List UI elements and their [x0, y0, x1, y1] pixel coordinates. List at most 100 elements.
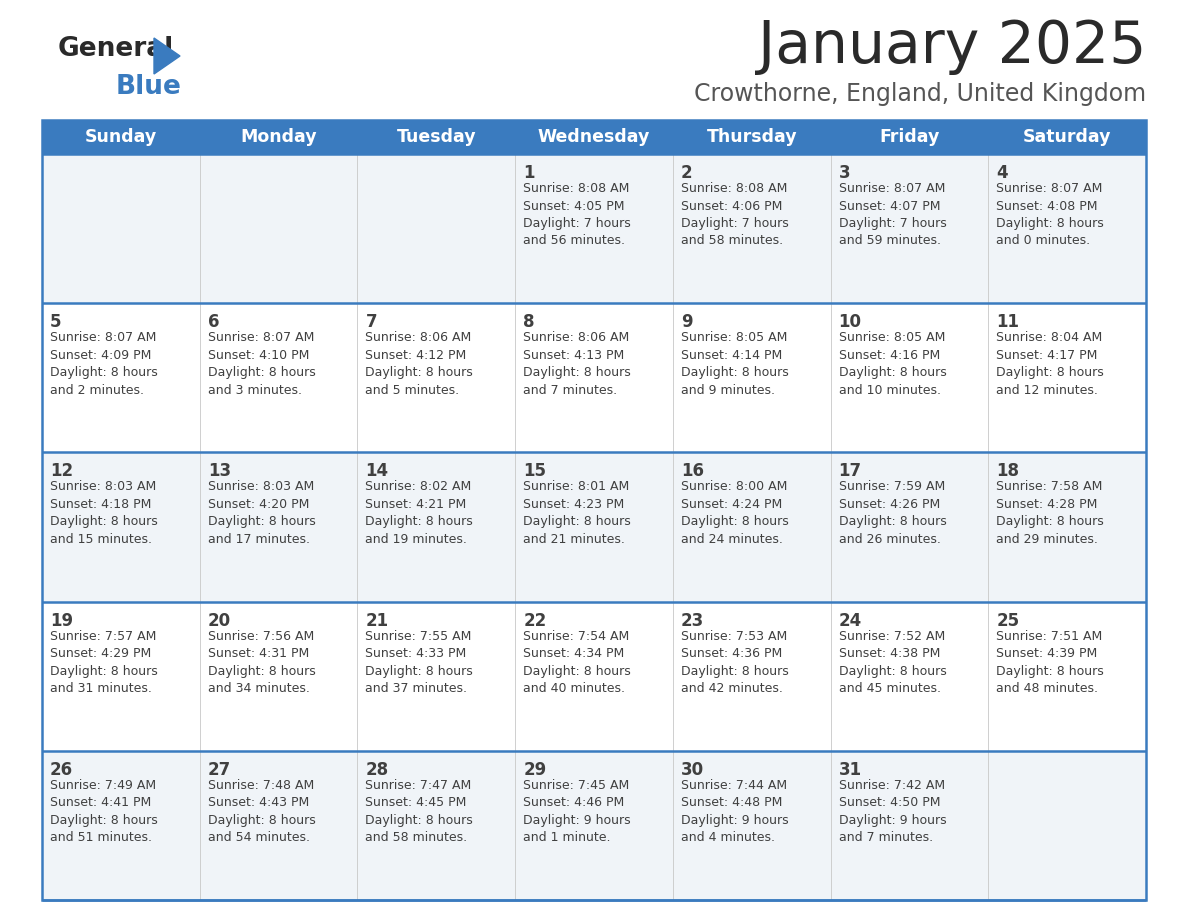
- Text: 10: 10: [839, 313, 861, 331]
- Text: 8: 8: [523, 313, 535, 331]
- Bar: [42, 303, 200, 453]
- Bar: [672, 751, 830, 900]
- Text: Saturday: Saturday: [1023, 128, 1112, 146]
- Text: Sunrise: 8:06 AM
Sunset: 4:13 PM
Daylight: 8 hours
and 7 minutes.: Sunrise: 8:06 AM Sunset: 4:13 PM Dayligh…: [523, 331, 631, 397]
- Text: Sunrise: 8:08 AM
Sunset: 4:06 PM
Daylight: 7 hours
and 58 minutes.: Sunrise: 8:08 AM Sunset: 4:06 PM Dayligh…: [681, 182, 789, 248]
- Text: Sunrise: 7:56 AM
Sunset: 4:31 PM
Daylight: 8 hours
and 34 minutes.: Sunrise: 7:56 AM Sunset: 4:31 PM Dayligh…: [208, 630, 316, 695]
- Bar: [42, 120, 200, 154]
- Text: 1: 1: [523, 164, 535, 182]
- Text: Sunrise: 8:07 AM
Sunset: 4:07 PM
Daylight: 7 hours
and 59 minutes.: Sunrise: 8:07 AM Sunset: 4:07 PM Dayligh…: [839, 182, 947, 248]
- Bar: [830, 303, 988, 453]
- Text: 16: 16: [681, 463, 703, 480]
- Text: 25: 25: [997, 611, 1019, 630]
- Bar: [516, 120, 672, 154]
- Text: 24: 24: [839, 611, 861, 630]
- Bar: [358, 601, 516, 751]
- Text: Sunrise: 8:05 AM
Sunset: 4:16 PM
Daylight: 8 hours
and 10 minutes.: Sunrise: 8:05 AM Sunset: 4:16 PM Dayligh…: [839, 331, 947, 397]
- Bar: [42, 601, 200, 751]
- Text: Sunrise: 7:59 AM
Sunset: 4:26 PM
Daylight: 8 hours
and 26 minutes.: Sunrise: 7:59 AM Sunset: 4:26 PM Dayligh…: [839, 480, 947, 546]
- Bar: [200, 751, 358, 900]
- Text: Blue: Blue: [116, 74, 182, 100]
- Bar: [830, 453, 988, 601]
- Text: Sunrise: 7:49 AM
Sunset: 4:41 PM
Daylight: 8 hours
and 51 minutes.: Sunrise: 7:49 AM Sunset: 4:41 PM Dayligh…: [50, 778, 158, 845]
- Bar: [516, 751, 672, 900]
- Text: Crowthorne, England, United Kingdom: Crowthorne, England, United Kingdom: [694, 82, 1146, 106]
- Text: 14: 14: [366, 463, 388, 480]
- Text: 30: 30: [681, 761, 704, 778]
- Bar: [988, 601, 1146, 751]
- Text: Tuesday: Tuesday: [397, 128, 476, 146]
- Bar: [42, 154, 200, 303]
- Text: 29: 29: [523, 761, 546, 778]
- Text: 27: 27: [208, 761, 230, 778]
- Text: Sunrise: 8:03 AM
Sunset: 4:20 PM
Daylight: 8 hours
and 17 minutes.: Sunrise: 8:03 AM Sunset: 4:20 PM Dayligh…: [208, 480, 316, 546]
- Bar: [830, 154, 988, 303]
- Text: Sunrise: 7:48 AM
Sunset: 4:43 PM
Daylight: 8 hours
and 54 minutes.: Sunrise: 7:48 AM Sunset: 4:43 PM Dayligh…: [208, 778, 316, 845]
- Bar: [672, 453, 830, 601]
- Text: 20: 20: [208, 611, 230, 630]
- Text: General: General: [58, 36, 175, 62]
- Text: 28: 28: [366, 761, 388, 778]
- Bar: [358, 751, 516, 900]
- Bar: [830, 601, 988, 751]
- Text: 7: 7: [366, 313, 377, 331]
- Text: Sunrise: 8:05 AM
Sunset: 4:14 PM
Daylight: 8 hours
and 9 minutes.: Sunrise: 8:05 AM Sunset: 4:14 PM Dayligh…: [681, 331, 789, 397]
- Text: 17: 17: [839, 463, 861, 480]
- Text: Monday: Monday: [240, 128, 317, 146]
- Text: 6: 6: [208, 313, 220, 331]
- Text: Sunrise: 7:55 AM
Sunset: 4:33 PM
Daylight: 8 hours
and 37 minutes.: Sunrise: 7:55 AM Sunset: 4:33 PM Dayligh…: [366, 630, 473, 695]
- Text: Sunrise: 7:45 AM
Sunset: 4:46 PM
Daylight: 9 hours
and 1 minute.: Sunrise: 7:45 AM Sunset: 4:46 PM Dayligh…: [523, 778, 631, 845]
- Bar: [42, 751, 200, 900]
- Polygon shape: [154, 38, 181, 74]
- Text: Sunrise: 8:07 AM
Sunset: 4:09 PM
Daylight: 8 hours
and 2 minutes.: Sunrise: 8:07 AM Sunset: 4:09 PM Dayligh…: [50, 331, 158, 397]
- Bar: [516, 601, 672, 751]
- Bar: [200, 303, 358, 453]
- Text: Sunrise: 8:02 AM
Sunset: 4:21 PM
Daylight: 8 hours
and 19 minutes.: Sunrise: 8:02 AM Sunset: 4:21 PM Dayligh…: [366, 480, 473, 546]
- Text: 13: 13: [208, 463, 230, 480]
- Text: Wednesday: Wednesday: [538, 128, 650, 146]
- Text: 4: 4: [997, 164, 1007, 182]
- Text: Sunrise: 7:58 AM
Sunset: 4:28 PM
Daylight: 8 hours
and 29 minutes.: Sunrise: 7:58 AM Sunset: 4:28 PM Dayligh…: [997, 480, 1104, 546]
- Text: 18: 18: [997, 463, 1019, 480]
- Bar: [988, 453, 1146, 601]
- Text: 31: 31: [839, 761, 861, 778]
- Text: Sunrise: 7:44 AM
Sunset: 4:48 PM
Daylight: 9 hours
and 4 minutes.: Sunrise: 7:44 AM Sunset: 4:48 PM Dayligh…: [681, 778, 789, 845]
- Text: Friday: Friday: [879, 128, 940, 146]
- Text: Sunrise: 7:51 AM
Sunset: 4:39 PM
Daylight: 8 hours
and 48 minutes.: Sunrise: 7:51 AM Sunset: 4:39 PM Dayligh…: [997, 630, 1104, 695]
- Bar: [358, 303, 516, 453]
- Text: 2: 2: [681, 164, 693, 182]
- Bar: [988, 154, 1146, 303]
- Bar: [672, 120, 830, 154]
- Bar: [830, 751, 988, 900]
- Text: Sunrise: 7:47 AM
Sunset: 4:45 PM
Daylight: 8 hours
and 58 minutes.: Sunrise: 7:47 AM Sunset: 4:45 PM Dayligh…: [366, 778, 473, 845]
- Text: 21: 21: [366, 611, 388, 630]
- Text: Thursday: Thursday: [707, 128, 797, 146]
- Bar: [672, 601, 830, 751]
- Bar: [358, 453, 516, 601]
- Text: 23: 23: [681, 611, 704, 630]
- Text: 12: 12: [50, 463, 74, 480]
- Bar: [200, 120, 358, 154]
- Bar: [672, 154, 830, 303]
- Text: 22: 22: [523, 611, 546, 630]
- Bar: [988, 751, 1146, 900]
- Bar: [830, 120, 988, 154]
- Text: Sunrise: 8:08 AM
Sunset: 4:05 PM
Daylight: 7 hours
and 56 minutes.: Sunrise: 8:08 AM Sunset: 4:05 PM Dayligh…: [523, 182, 631, 248]
- Text: Sunrise: 8:07 AM
Sunset: 4:10 PM
Daylight: 8 hours
and 3 minutes.: Sunrise: 8:07 AM Sunset: 4:10 PM Dayligh…: [208, 331, 316, 397]
- Bar: [988, 303, 1146, 453]
- Text: Sunrise: 8:00 AM
Sunset: 4:24 PM
Daylight: 8 hours
and 24 minutes.: Sunrise: 8:00 AM Sunset: 4:24 PM Dayligh…: [681, 480, 789, 546]
- Text: Sunrise: 7:54 AM
Sunset: 4:34 PM
Daylight: 8 hours
and 40 minutes.: Sunrise: 7:54 AM Sunset: 4:34 PM Dayligh…: [523, 630, 631, 695]
- Text: Sunrise: 8:03 AM
Sunset: 4:18 PM
Daylight: 8 hours
and 15 minutes.: Sunrise: 8:03 AM Sunset: 4:18 PM Dayligh…: [50, 480, 158, 546]
- Text: Sunrise: 7:42 AM
Sunset: 4:50 PM
Daylight: 9 hours
and 7 minutes.: Sunrise: 7:42 AM Sunset: 4:50 PM Dayligh…: [839, 778, 946, 845]
- Bar: [672, 303, 830, 453]
- Text: Sunrise: 8:06 AM
Sunset: 4:12 PM
Daylight: 8 hours
and 5 minutes.: Sunrise: 8:06 AM Sunset: 4:12 PM Dayligh…: [366, 331, 473, 397]
- Text: Sunrise: 8:04 AM
Sunset: 4:17 PM
Daylight: 8 hours
and 12 minutes.: Sunrise: 8:04 AM Sunset: 4:17 PM Dayligh…: [997, 331, 1104, 397]
- Text: Sunrise: 7:53 AM
Sunset: 4:36 PM
Daylight: 8 hours
and 42 minutes.: Sunrise: 7:53 AM Sunset: 4:36 PM Dayligh…: [681, 630, 789, 695]
- Text: 5: 5: [50, 313, 62, 331]
- Text: 3: 3: [839, 164, 851, 182]
- Text: 15: 15: [523, 463, 546, 480]
- Bar: [516, 303, 672, 453]
- Bar: [42, 453, 200, 601]
- Bar: [42, 120, 1146, 900]
- Bar: [358, 154, 516, 303]
